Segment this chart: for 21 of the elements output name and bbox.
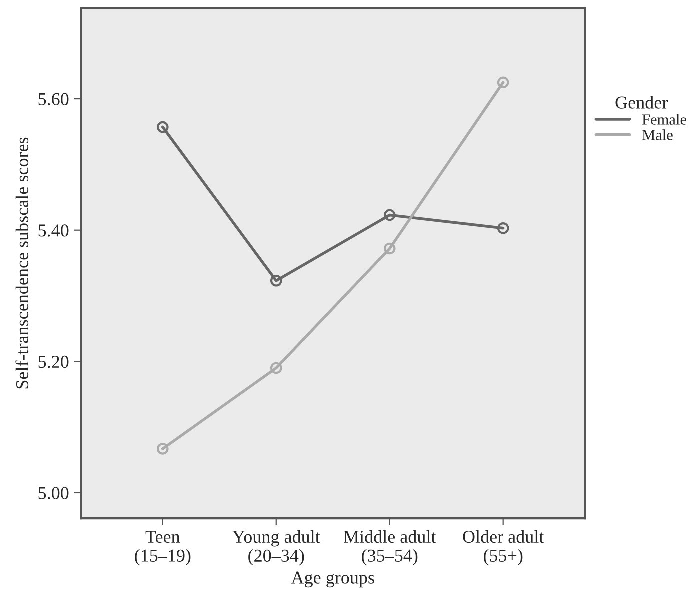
point — [156, 121, 169, 134]
legend-label: Male — [642, 130, 673, 140]
point — [384, 209, 396, 222]
x-tick-label: Young adult (20–34) — [232, 530, 320, 566]
y-tick-label: 5.60 — [38, 93, 69, 106]
y-axis-title: Self-transcendence subscale scores — [16, 138, 29, 389]
point — [497, 222, 510, 234]
x-tick-label: Middle adult (35–54) — [344, 530, 436, 566]
y-tick-label: 5.00 — [38, 487, 69, 500]
point — [270, 362, 282, 374]
legend-title: Gender — [616, 96, 668, 109]
point — [156, 443, 169, 455]
y-tick-label: 5.20 — [38, 356, 69, 368]
point — [497, 76, 510, 89]
x-axis-title: Age groups — [291, 572, 374, 588]
legend-label: Female — [642, 114, 686, 125]
point — [270, 275, 282, 287]
x-tick-label: Teen (15–19) — [135, 531, 191, 566]
x-tick-label: Older adult (55+) — [463, 530, 544, 566]
point — [384, 242, 396, 255]
y-tick-label: 5.40 — [38, 224, 69, 237]
